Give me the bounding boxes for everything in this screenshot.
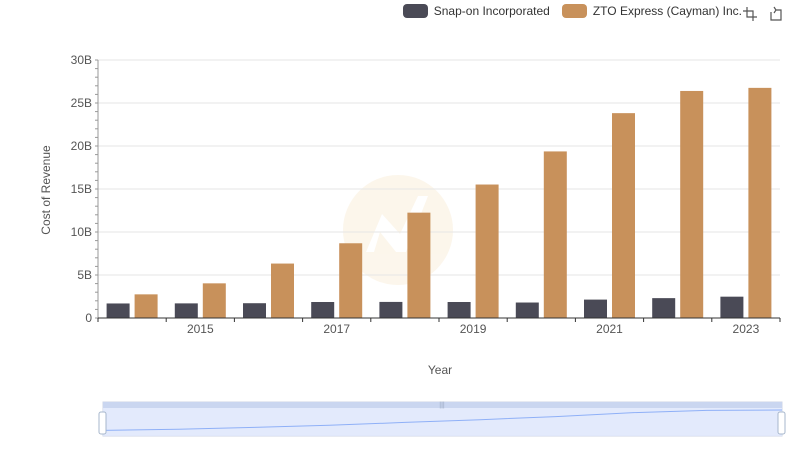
bar-zto[interactable] — [202, 283, 226, 318]
bar-zto[interactable] — [407, 212, 431, 318]
zoom-selected-range[interactable] — [103, 408, 782, 436]
axes: 0 5B 10B 15B 20B 25B 30B 2015 2017 2019 2021 2023 — [71, 53, 781, 336]
legend-label-zto: ZTO Express (Cayman) Inc. — [592, 4, 742, 18]
legend-item-zto[interactable]: ZTO Express (Cayman) Inc. — [561, 4, 742, 18]
zoom-top-bar — [103, 402, 782, 408]
bar-zto[interactable] — [748, 87, 772, 318]
legend-item-snap-on[interactable]: Snap-on Incorporated — [402, 4, 550, 18]
bar-zto[interactable] — [134, 294, 158, 318]
bar-zto[interactable] — [612, 113, 635, 318]
zoom-grip[interactable]: ||| — [439, 402, 445, 409]
y-tick-label: 20B — [71, 139, 92, 153]
bar-zto[interactable] — [680, 90, 704, 319]
bar-zto[interactable] — [339, 243, 363, 318]
bar-zto[interactable] — [543, 151, 567, 318]
x-tick-label: 2019 — [460, 322, 487, 336]
y-tick-label: 5B — [77, 268, 92, 282]
x-axis-title: Year — [428, 363, 452, 377]
zoom-handle-left[interactable] — [98, 411, 107, 435]
data-zoom-slider[interactable]: ||| — [98, 401, 786, 437]
x-tick-label: 2017 — [323, 322, 350, 336]
x-tick-label: 2021 — [596, 322, 623, 336]
x-tick-label: 2015 — [187, 322, 214, 336]
bar-snap-on[interactable] — [584, 299, 607, 318]
zoom-preview-line — [102, 409, 783, 431]
y-tick-label: 0 — [85, 311, 92, 325]
y-axis-title: Cost of Revenue — [39, 145, 53, 235]
bar-snap-on[interactable] — [652, 298, 676, 318]
bar-snap-on[interactable] — [379, 301, 403, 318]
bar-snap-on[interactable] — [243, 303, 266, 318]
toolbox — [742, 6, 784, 22]
bar-snap-on[interactable] — [447, 302, 471, 318]
bars-layer — [106, 87, 772, 319]
bar-snap-on[interactable] — [515, 302, 539, 318]
bar-zto[interactable] — [271, 263, 294, 318]
bar-snap-on[interactable] — [311, 302, 335, 318]
bar-zto[interactable] — [475, 184, 499, 318]
legend: Snap-on Incorporated ZTO Express (Cayman… — [402, 4, 742, 18]
x-tick-label: 2023 — [733, 322, 760, 336]
zoom-handle-right[interactable] — [777, 411, 786, 435]
zoom-icon[interactable] — [742, 6, 758, 22]
y-tick-label: 25B — [71, 96, 92, 110]
legend-label-snap-on: Snap-on Incorporated — [433, 4, 550, 18]
bar-snap-on[interactable] — [720, 296, 744, 318]
y-tick-label: 30B — [71, 53, 92, 67]
grid-lines — [98, 59, 780, 276]
y-tick-label: 10B — [71, 225, 92, 239]
bar-snap-on[interactable] — [174, 303, 198, 318]
legend-swatch-zto — [561, 4, 587, 18]
bar-snap-on[interactable] — [106, 303, 130, 318]
y-tick-label: 15B — [71, 182, 92, 196]
restore-icon[interactable] — [768, 6, 784, 22]
legend-swatch-snap-on — [402, 4, 428, 18]
